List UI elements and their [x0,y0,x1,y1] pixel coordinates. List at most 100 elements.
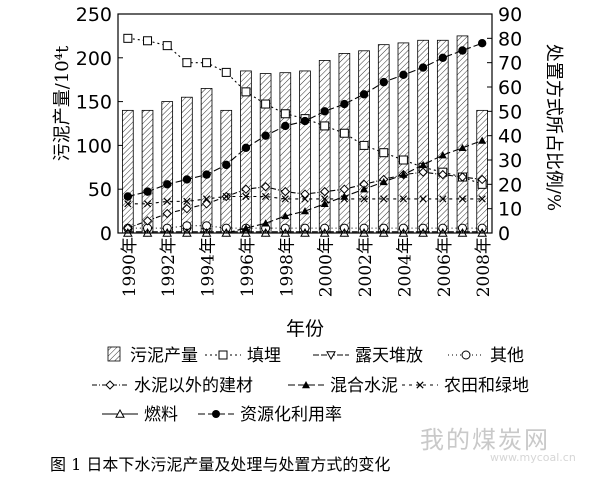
x-marker [143,200,152,208]
filled-circle-marker [418,63,428,72]
open-diamond-marker [142,216,153,226]
sludge-bar [436,39,449,234]
legend-item: 填埋 [205,346,281,366]
open-diamond-marker [300,189,310,199]
left-axis-title: 污泥产量/10⁴t [52,45,73,161]
filled-triangle-marker [320,199,329,207]
x-marker [183,197,191,205]
x-marker [439,195,447,203]
filled-triangle-marker [478,136,487,144]
filled-circle-marker [300,116,310,126]
x-marker [416,381,424,389]
open-triangle-down-marker [326,351,336,361]
sludge-bar [200,88,213,234]
watermark-url: www.mycoal.cn [490,451,576,464]
x-marker-stroke [416,381,424,389]
sludge-bar [220,109,233,234]
x-marker [321,195,329,203]
open-square-marker [182,58,192,68]
x-marker [419,195,427,203]
x-marker [124,200,132,208]
open-square-marker [379,148,389,158]
open-square-marker [218,350,228,360]
open-square-marker [162,41,172,51]
sludge-bar [318,60,331,234]
x-marker-stroke [478,195,486,203]
x-marker-stroke [124,200,132,208]
x-marker-stroke [419,195,427,203]
x-marker-stroke [360,195,368,203]
open-diamond-marker [319,186,330,197]
sludge-bar [279,72,292,234]
x-marker-stroke [222,192,230,201]
x-tick-label: 2002年 [356,237,376,297]
right-tick-label: 0 [498,223,510,245]
legend-label: 露天堆放 [355,346,423,366]
x-marker [301,195,309,203]
legend-label: 混合水泥 [330,376,398,396]
open-square-marker [398,155,408,165]
x-marker-stroke [163,197,171,205]
open-diamond-marker [280,186,291,197]
x-tick-label: 2006年 [435,237,455,297]
filled-circle-marker [143,187,152,196]
filled-circle-marker [202,170,211,179]
open-square-marker [339,128,349,138]
filled-circle-marker [477,39,487,48]
x-marker [340,195,348,203]
x-tick-label: 2004年 [395,237,415,297]
left-tick-label: 100 [76,135,112,157]
filled-triangle-marker [261,219,270,227]
legend-label: 污泥产量 [130,346,198,366]
open-diamond-marker [260,182,271,192]
filled-triangle-marker [419,160,428,169]
x-marker [202,195,211,203]
x-axis-title: 年份 [286,318,324,340]
open-diamond-marker [477,174,487,185]
sludge-bar [476,109,488,234]
x-marker-stroke [399,195,408,203]
x-marker-stroke [143,200,152,208]
filled-triangle-marker [281,211,290,220]
x-marker-stroke [340,195,348,203]
right-tick-label: 10 [498,199,522,221]
filled-circle-marker [123,192,133,201]
legend-item: 燃料 [102,405,178,425]
sludge-bar [456,35,469,234]
right-tick-label: 60 [498,77,522,99]
legend-item: 农田和绿地 [402,376,529,396]
legend-item: 混合水泥 [288,376,398,396]
filled-triangle-marker [241,224,250,232]
right-tick-label: 90 [498,4,522,26]
x-marker [478,195,486,203]
right-tick-label: 70 [498,53,522,75]
legend-label: 填埋 [247,346,281,366]
open-square-marker [320,121,330,131]
x-tick-label: 1994年 [199,237,219,297]
x-marker-stroke [380,195,388,203]
x-marker [163,197,171,205]
x-marker-stroke [262,192,270,201]
open-square-marker [123,33,133,43]
filled-circle-marker [458,46,467,55]
filled-triangle-marker [458,143,467,152]
x-marker [399,195,408,203]
x-marker-stroke [202,195,211,203]
x-marker [458,195,467,203]
legend-item: 资源化利用率 [198,405,342,425]
lines-layer [122,33,488,237]
filled-triangle-marker [438,151,447,159]
watermark-logo: 我的煤炭网 www.mycoal.cn [420,420,590,464]
x-marker [242,192,250,201]
legend-item: 露天堆放 [313,346,423,366]
left-tick-label: 150 [76,92,112,114]
left-tick-label: 200 [76,48,112,70]
sludge-bar [122,109,134,234]
open-square-marker [241,87,251,97]
filled-triangle-marker [360,185,369,193]
x-marker-stroke [242,192,250,201]
bars-layer [122,35,488,234]
